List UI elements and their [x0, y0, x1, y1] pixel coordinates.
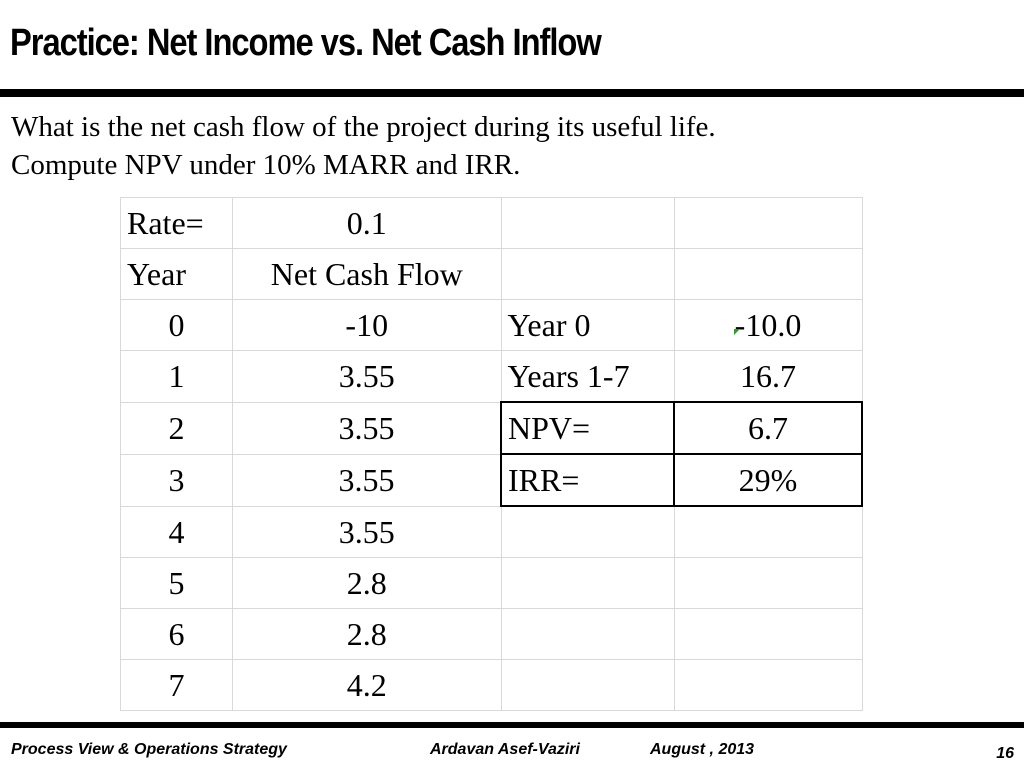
empty-cell[interactable]: [500, 197, 675, 249]
table-row: 2 3.55 NPV= 6.7: [120, 401, 863, 455]
npv-value-cell[interactable]: 6.7: [673, 401, 863, 455]
year-cell[interactable]: 5: [120, 557, 233, 609]
summary-label-cell[interactable]: Year 0: [500, 299, 675, 351]
footer-author: Ardavan Asef-Vaziri: [430, 741, 580, 758]
summary-value-cell[interactable]: -10.0: [673, 299, 863, 351]
flow-cell[interactable]: 3.55: [232, 401, 502, 455]
empty-cell[interactable]: [673, 248, 863, 300]
empty-cell[interactable]: [500, 608, 675, 660]
empty-cell[interactable]: [673, 505, 863, 558]
empty-cell[interactable]: [673, 557, 863, 609]
table-row: 0 -10 Year 0 -10.0: [120, 299, 863, 351]
empty-cell[interactable]: [673, 197, 863, 249]
year-cell[interactable]: 7: [120, 659, 233, 711]
flow-cell[interactable]: -10: [232, 299, 502, 351]
table-row: 6 2.8: [120, 608, 863, 660]
slide-title: Practice: Net Income vs. Net Cash Inflow: [10, 22, 602, 64]
year-cell[interactable]: 4: [120, 505, 233, 558]
footer-date: August , 2013: [650, 741, 755, 758]
cash-flow-table: Rate= 0.1 Year Net Cash Flow 0 -10 Year …: [120, 197, 863, 711]
summary-value-text: 16.7: [740, 358, 796, 394]
footer-course: Process View & Operations Strategy: [11, 741, 287, 758]
table-row: 3 3.55 IRR= 29%: [120, 453, 863, 507]
question-text: What is the net cash flow of the project…: [11, 108, 716, 184]
empty-cell[interactable]: [673, 608, 863, 660]
footer-divider: [0, 722, 1024, 728]
rate-value-cell[interactable]: 0.1: [232, 197, 502, 249]
table-row: Year Net Cash Flow: [120, 248, 863, 300]
empty-cell[interactable]: [673, 659, 863, 711]
flow-cell[interactable]: 3.55: [232, 350, 502, 403]
summary-value-cell[interactable]: 16.7: [673, 329, 863, 403]
year-cell[interactable]: 2: [120, 401, 233, 455]
npv-label-cell[interactable]: NPV=: [500, 401, 675, 455]
flow-cell[interactable]: 3.55: [232, 453, 502, 507]
year-cell[interactable]: 0: [120, 299, 233, 351]
empty-cell[interactable]: [500, 557, 675, 609]
title-divider: [0, 89, 1024, 97]
summary-label-cell[interactable]: Years 1-7: [500, 350, 675, 403]
question-line-2: Compute NPV under 10% MARR and IRR.: [11, 149, 521, 181]
flow-cell[interactable]: 4.2: [232, 659, 502, 711]
flow-cell[interactable]: 2.8: [232, 557, 502, 609]
table-row: 1 3.55 Years 1-7 16.7: [120, 329, 863, 403]
year-cell[interactable]: 3: [120, 453, 233, 507]
flow-cell[interactable]: 2.8: [232, 608, 502, 660]
empty-cell[interactable]: [500, 659, 675, 711]
table-row: 4 3.55: [120, 505, 863, 558]
year-cell[interactable]: 6: [120, 608, 233, 660]
year-cell[interactable]: 1: [120, 350, 233, 403]
rate-label-cell[interactable]: Rate=: [120, 197, 233, 249]
table-row: 5 2.8: [120, 557, 863, 609]
comment-marker-icon: [734, 329, 740, 335]
header-year-cell[interactable]: Year: [120, 248, 233, 300]
header-flow-cell[interactable]: Net Cash Flow: [232, 248, 502, 300]
page-number: 16: [996, 745, 1014, 762]
question-line-1: What is the net cash flow of the project…: [11, 111, 716, 143]
flow-cell[interactable]: 3.55: [232, 505, 502, 558]
table-row: Rate= 0.1: [120, 197, 863, 249]
table-row: 7 4.2: [120, 659, 863, 711]
irr-label-cell[interactable]: IRR=: [500, 453, 675, 507]
empty-cell[interactable]: [500, 505, 675, 558]
irr-value-cell[interactable]: 29%: [673, 453, 863, 507]
empty-cell[interactable]: [500, 248, 675, 300]
